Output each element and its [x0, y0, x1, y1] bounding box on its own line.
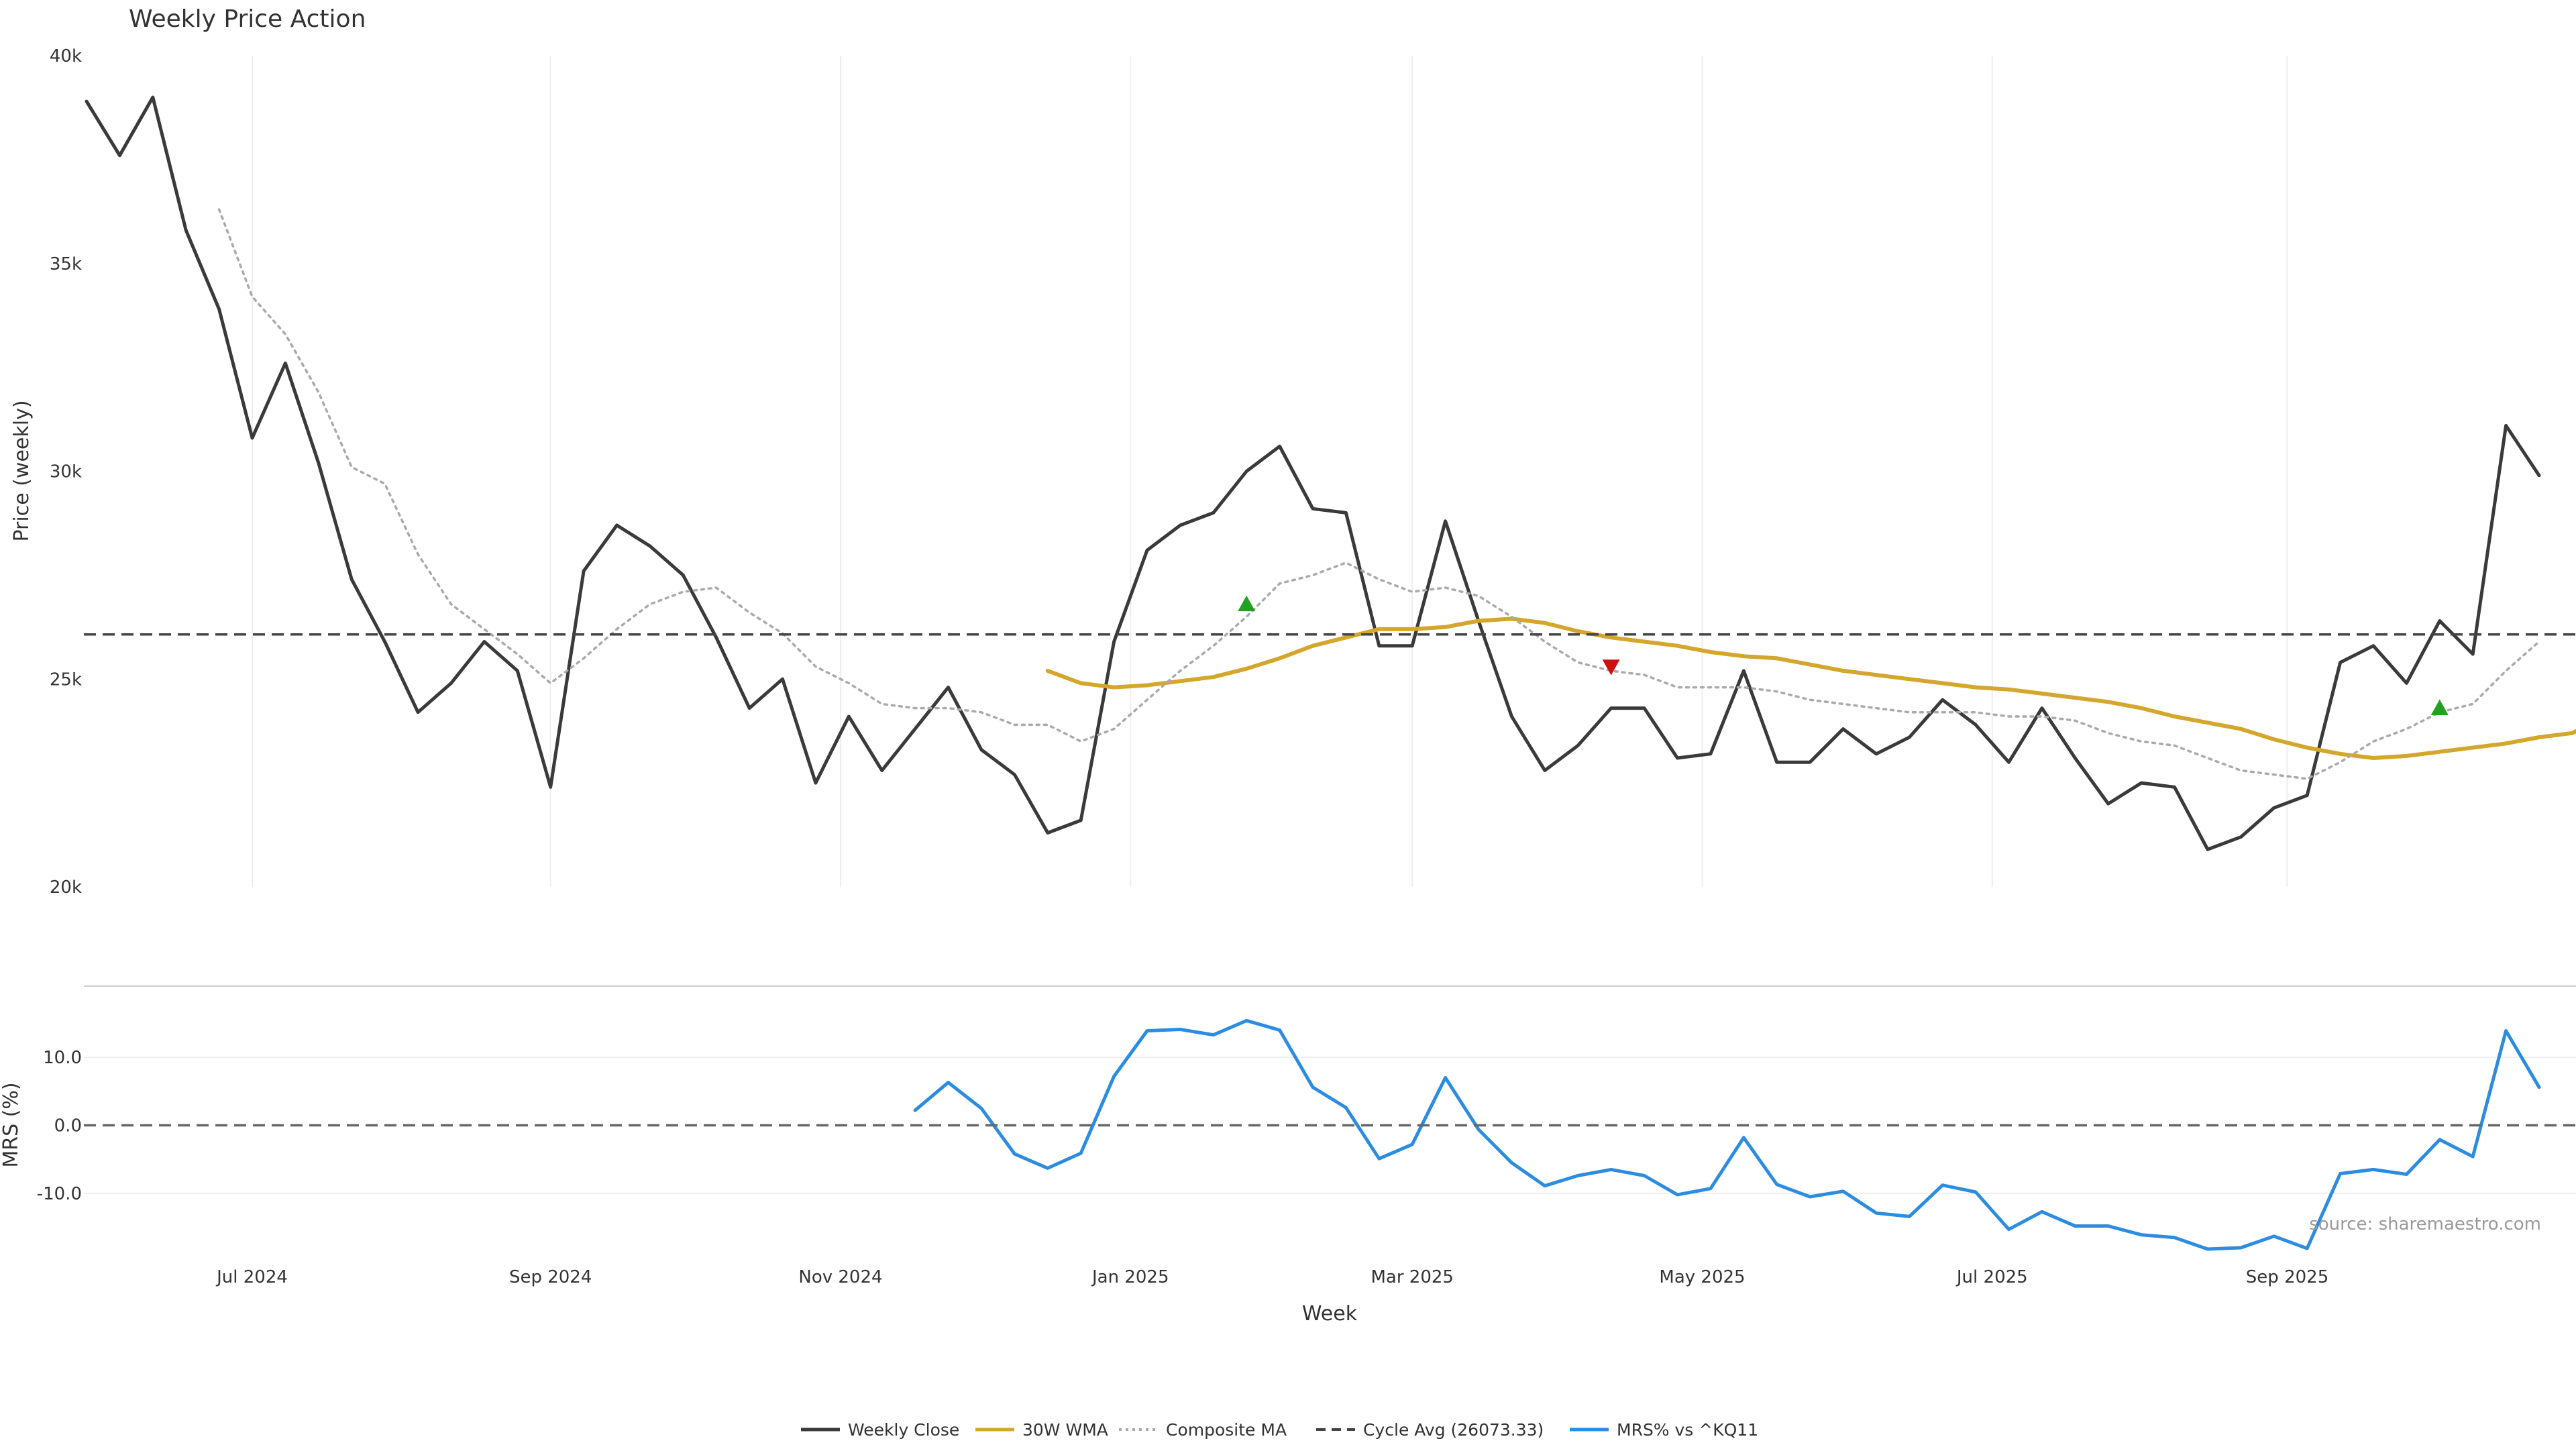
x-tick-4: Mar 2025: [1371, 1267, 1454, 1287]
price-series-group: [84, 95, 2576, 851]
price-y-tick-4: 40k: [50, 46, 82, 66]
price-y-tick-2: 30k: [50, 462, 82, 482]
30w-wma-line: [1045, 616, 2576, 760]
x-tick-1: Sep 2024: [509, 1267, 592, 1287]
mrs-y-axis-label: MRS (%): [0, 1082, 23, 1167]
legend-item-weekly-close: Weekly Close: [801, 1420, 959, 1440]
mrs-y-tick-2: -10.0: [37, 1184, 82, 1204]
legend-label-30w-wma: 30W WMA: [1022, 1420, 1108, 1440]
buy-signal-marker-2: [2430, 699, 2449, 716]
x-tick-labels: Jul 2024 Sep 2024 Nov 2024 Jan 2025 Mar 2025…: [215, 1267, 2328, 1287]
price-y-tick-0: 20k: [50, 877, 82, 898]
legend-label-mrs-vs-kq11: MRS% vs ^KQ11: [1617, 1420, 1758, 1440]
mrs-vs-kq11-line: [913, 1018, 2541, 1251]
price-gridlines: [252, 56, 2288, 887]
buy-signal-marker-0: [1238, 595, 1256, 612]
sell-signal-marker-1: [1602, 659, 1620, 676]
price-y-tick-3: 35k: [50, 254, 82, 274]
legend-label-weekly-close: Weekly Close: [848, 1420, 959, 1440]
mrs-series-group: [84, 1018, 2576, 1251]
x-tick-7: Sep 2025: [2246, 1267, 2328, 1287]
price-y-tick-labels: 20k 25k 30k 35k 40k: [50, 46, 82, 898]
x-axis-label: Week: [1302, 1302, 1358, 1326]
mrs-y-tick-1: 0.0: [54, 1116, 82, 1136]
price-y-axis-label: Price (weekly): [10, 400, 34, 541]
composite-ma-line: [217, 208, 2540, 780]
x-tick-5: May 2025: [1659, 1267, 1745, 1287]
mrs-y-tick-labels: 10.0 0.0 -10.0: [37, 1048, 82, 1204]
legend: Weekly Close 30W WMA Composite MA Cycle Avg…: [801, 1420, 1758, 1440]
x-tick-6: Jul 2025: [1955, 1267, 2028, 1287]
chart-title: Weekly Price Action: [129, 5, 366, 33]
signal-markers: [1238, 595, 2449, 716]
mrs-gridlines: [84, 1057, 2576, 1194]
legend-item-cycle-avg-26073-33: Cycle Avg (26073.33): [1316, 1420, 1544, 1440]
source-annotation: source: sharemaestro.com: [2309, 1214, 2541, 1234]
x-tick-0: Jul 2024: [215, 1267, 288, 1287]
x-tick-3: Jan 2025: [1091, 1267, 1169, 1287]
x-tick-2: Nov 2024: [798, 1267, 882, 1287]
weekly-close-line: [85, 95, 2541, 851]
legend-label-composite-ma: Composite MA: [1166, 1420, 1287, 1440]
legend-label-cycle-avg-26073-33: Cycle Avg (26073.33): [1363, 1420, 1544, 1440]
price-y-tick-1: 25k: [50, 669, 82, 690]
legend-item-30w-wma: 30W WMA: [975, 1420, 1108, 1440]
mrs-y-tick-0: 10.0: [43, 1048, 82, 1068]
legend-item-composite-ma: Composite MA: [1119, 1420, 1287, 1440]
legend-item-mrs-vs-kq11: MRS% vs ^KQ11: [1570, 1420, 1758, 1440]
